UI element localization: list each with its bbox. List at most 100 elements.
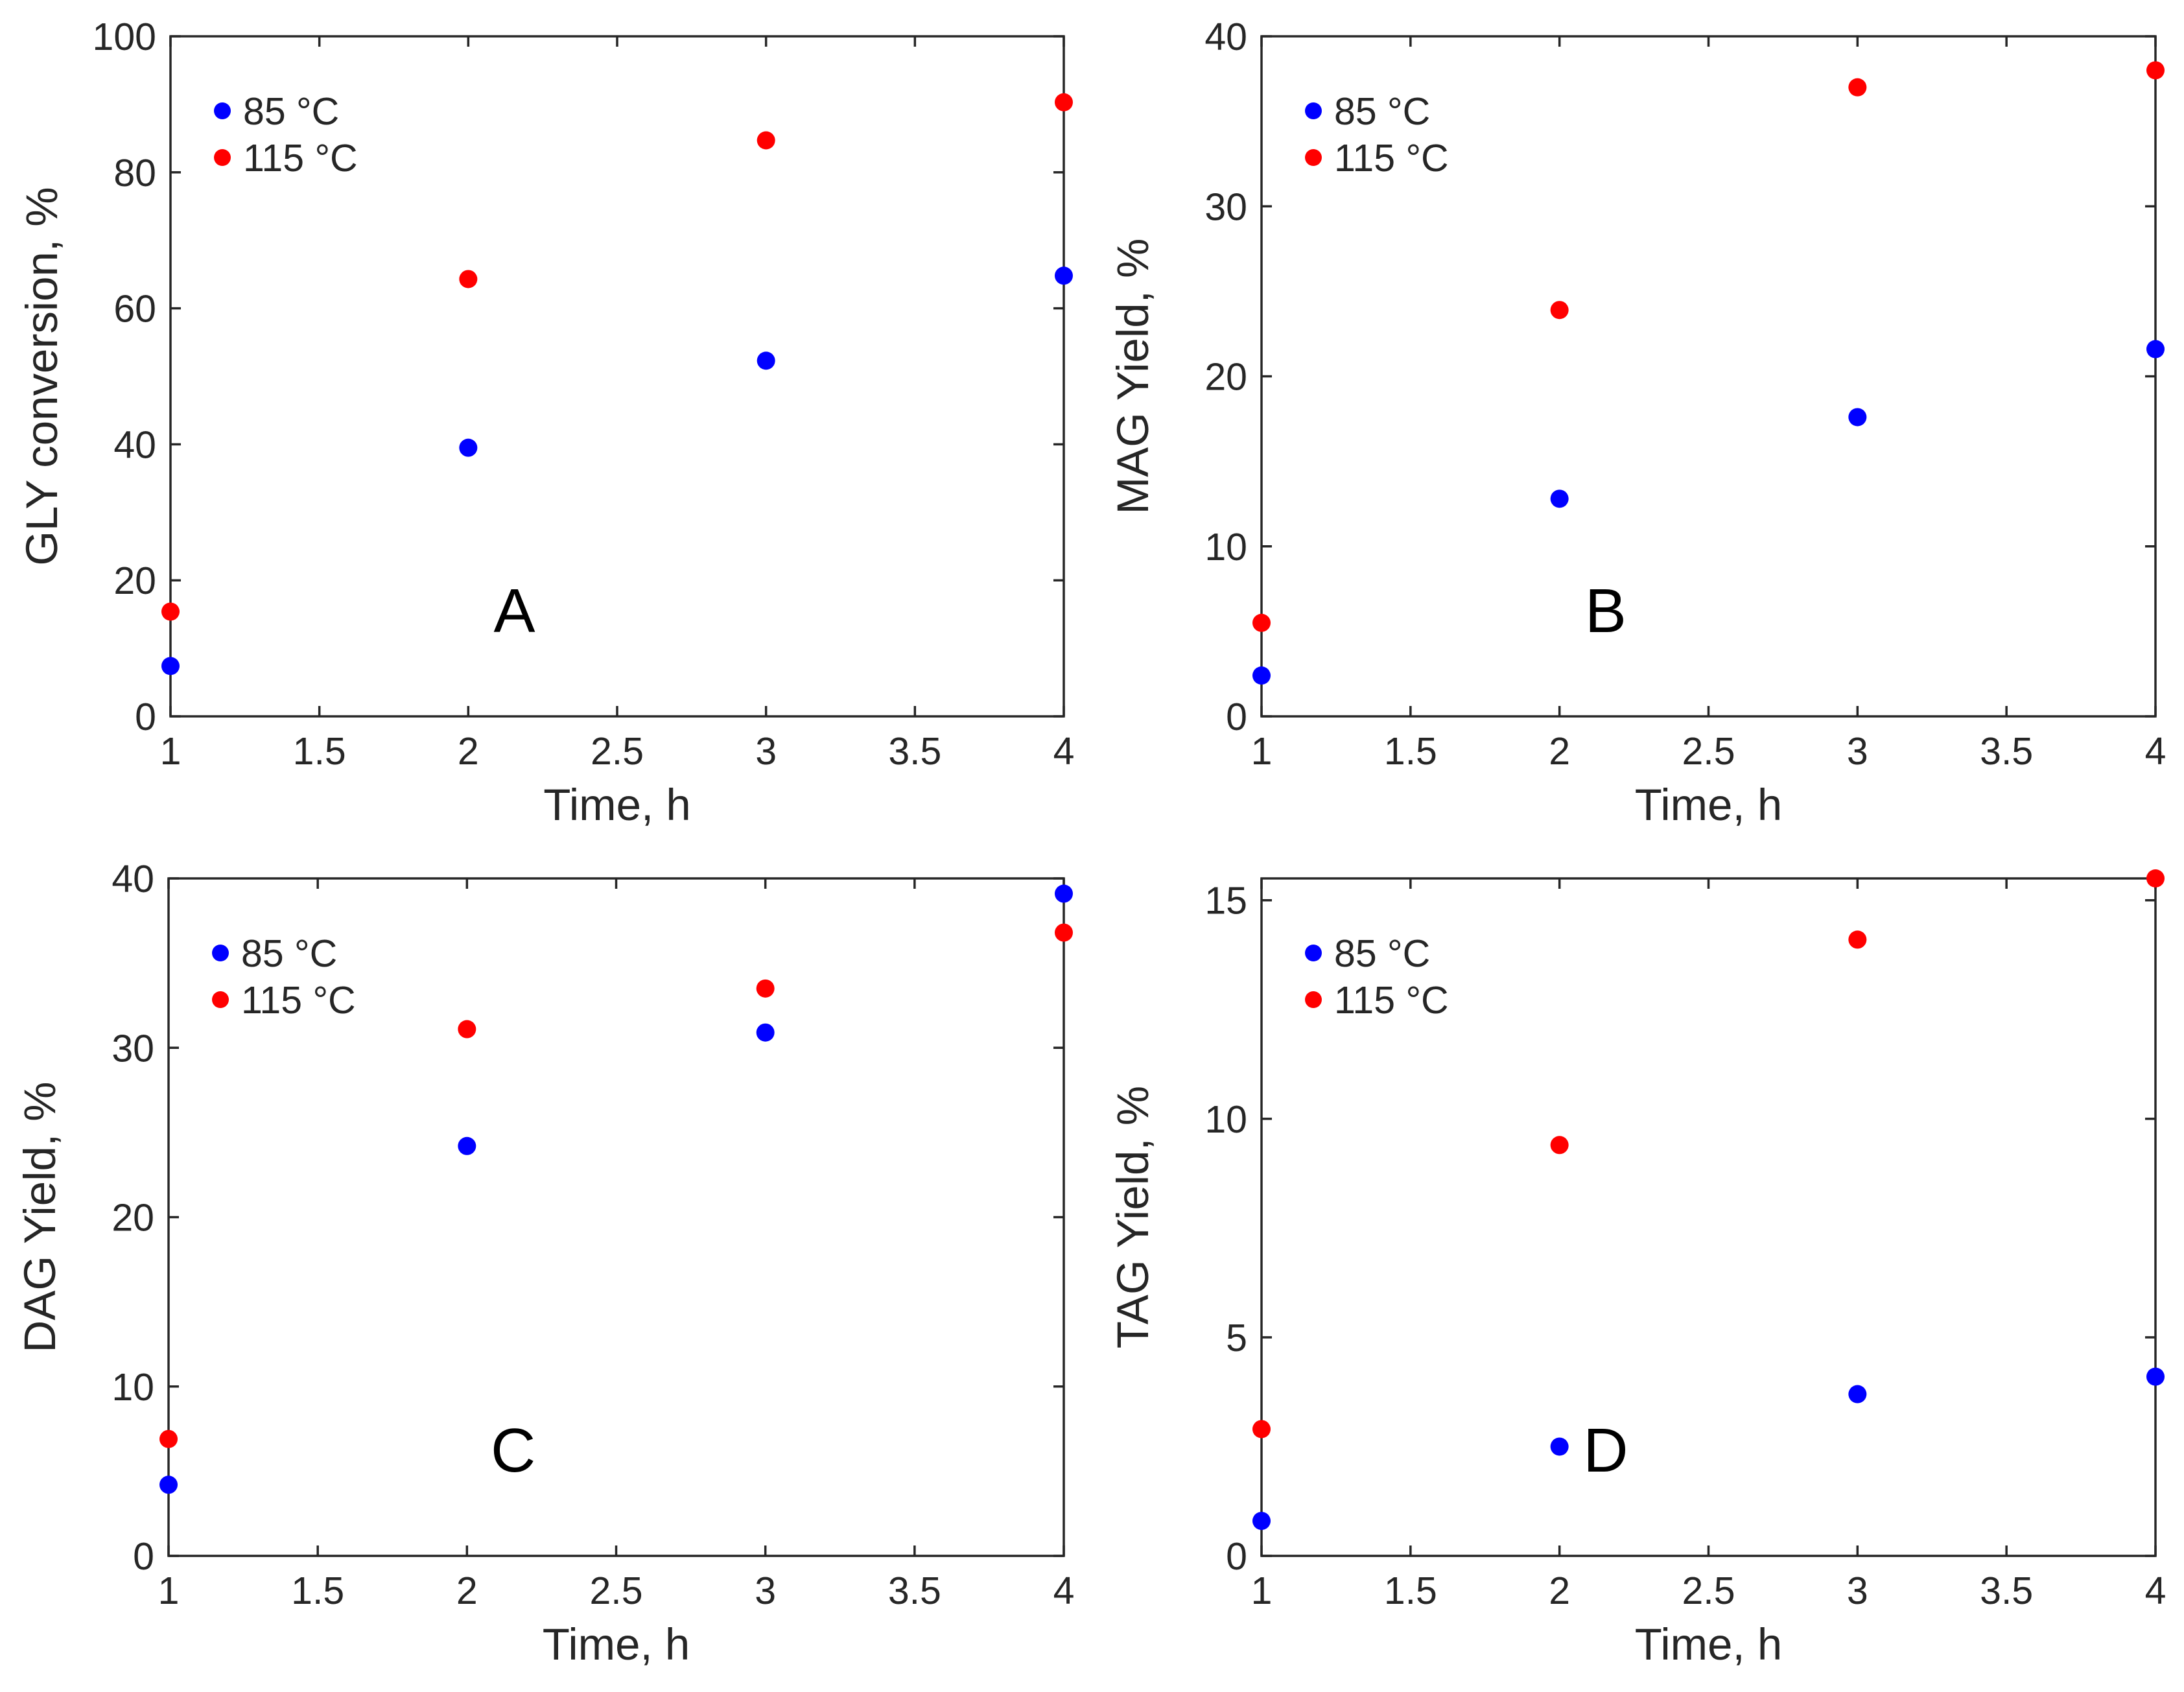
y-tick-label: 20: [1204, 356, 1247, 399]
x-tick-label: 2.5: [591, 730, 644, 773]
x-axis-label: Time, h: [543, 780, 690, 830]
y-tick-label: 10: [1204, 526, 1247, 569]
legend-marker: [1305, 102, 1322, 119]
point-85c: [159, 1475, 178, 1494]
point-115c: [161, 602, 180, 621]
point-85c: [1252, 1512, 1271, 1531]
point-115c: [1550, 301, 1569, 320]
y-tick-label: 0: [1226, 696, 1247, 738]
x-tick-label: 3.5: [888, 730, 941, 773]
point-85c: [1252, 666, 1271, 685]
y-tick-label: 0: [133, 1535, 154, 1578]
legend-entry: 115 °C: [1334, 979, 1449, 1022]
point-85c: [458, 1136, 476, 1155]
x-tick-label: 4: [2145, 1569, 2166, 1612]
point-85c: [2146, 340, 2165, 358]
point-115c: [159, 1429, 178, 1448]
x-tick-label: 1.5: [291, 1569, 344, 1612]
x-axis-label: Time, h: [1635, 1619, 1782, 1669]
point-85c: [1055, 884, 1073, 903]
x-tick-label: 1: [1251, 1569, 1273, 1612]
point-115c: [1252, 1420, 1271, 1439]
x-tick-label: 1.5: [293, 730, 346, 773]
x-axis-label: Time, h: [543, 1619, 690, 1669]
y-tick-label: 5: [1226, 1317, 1247, 1359]
legend-marker: [1305, 991, 1322, 1008]
point-85c: [1848, 1385, 1867, 1404]
y-tick-label: 100: [93, 16, 156, 58]
x-tick-label: 1: [158, 1569, 180, 1612]
point-115c: [756, 979, 775, 998]
point-85c: [1055, 266, 1073, 285]
y-tick-label: 30: [1204, 185, 1247, 228]
x-tick-label: 1.5: [1384, 1569, 1437, 1612]
y-tick-label: 40: [112, 858, 154, 900]
y-axis-label: GLY conversion, %: [17, 187, 67, 565]
point-115c: [1252, 613, 1271, 632]
y-tick-label: 80: [113, 152, 156, 194]
x-tick-label: 4: [1053, 730, 1075, 773]
y-tick-label: 20: [112, 1197, 154, 1240]
axes-frame: [167, 877, 1065, 1557]
y-tick-label: 20: [113, 559, 156, 602]
x-tick-label: 3: [1847, 730, 1868, 773]
x-tick-label: 3.5: [1980, 730, 2033, 773]
point-115c: [1848, 930, 1867, 949]
legend-entry: 115 °C: [243, 137, 358, 180]
point-115c: [1055, 923, 1073, 942]
point-115c: [757, 131, 775, 150]
x-axis-label: Time, h: [1635, 780, 1782, 830]
panel-letter: D: [1583, 1416, 1628, 1485]
x-tick-label: 3: [1847, 1569, 1868, 1612]
axes-frame: [1260, 35, 2157, 718]
point-85c: [757, 351, 775, 370]
x-tick-label: 1: [1251, 730, 1273, 773]
y-tick-label: 10: [1204, 1098, 1247, 1141]
x-tick-label: 3: [755, 730, 777, 773]
y-axis-label: DAG Yield, %: [15, 1081, 65, 1352]
legend-marker: [212, 945, 229, 961]
y-tick-label: 0: [135, 696, 156, 738]
x-tick-label: 2: [458, 730, 479, 773]
legend-marker: [212, 991, 229, 1008]
x-tick-label: 4: [1053, 1569, 1075, 1612]
legend-entry: 85 °C: [1334, 932, 1430, 975]
point-85c: [161, 657, 180, 676]
point-115c: [1550, 1136, 1569, 1155]
x-tick-label: 2.5: [589, 1569, 642, 1612]
point-115c: [1848, 78, 1867, 97]
point-85c: [1550, 1437, 1569, 1456]
point-115c: [2146, 869, 2165, 887]
axes-frame: [1260, 877, 2157, 1557]
x-tick-label: 3: [755, 1569, 776, 1612]
point-115c: [459, 270, 478, 288]
x-tick-label: 3.5: [888, 1569, 941, 1612]
point-85c: [1550, 489, 1569, 508]
legend-marker: [214, 102, 231, 119]
x-tick-label: 2.5: [1682, 730, 1735, 773]
axes-frame: [169, 35, 1065, 718]
y-tick-label: 10: [112, 1366, 154, 1409]
point-115c: [2146, 61, 2165, 80]
y-axis-label: TAG Yield, %: [1108, 1086, 1158, 1348]
y-tick-label: 40: [113, 423, 156, 466]
x-tick-label: 1.5: [1384, 730, 1437, 773]
x-tick-label: 4: [2145, 730, 2166, 773]
y-tick-label: 60: [113, 288, 156, 331]
panel-d: 1 1.5 2 2.5 3 3.5 4 0 5 10 15 Time, h TAG Yield, % D 8…: [1108, 869, 2166, 1669]
legend-entry: 85 °C: [241, 932, 337, 975]
point-115c: [1055, 93, 1073, 112]
x-tick-label: 2.5: [1682, 1569, 1735, 1612]
y-tick-label: 30: [112, 1027, 154, 1070]
legend-entry: 115 °C: [1334, 137, 1449, 180]
y-tick-label: 15: [1204, 880, 1247, 922]
legend-entry: 85 °C: [243, 90, 339, 133]
point-85c: [756, 1023, 775, 1042]
point-85c: [459, 438, 478, 457]
x-tick-label: 3.5: [1980, 1569, 2033, 1612]
legend-entry: 115 °C: [241, 979, 356, 1022]
